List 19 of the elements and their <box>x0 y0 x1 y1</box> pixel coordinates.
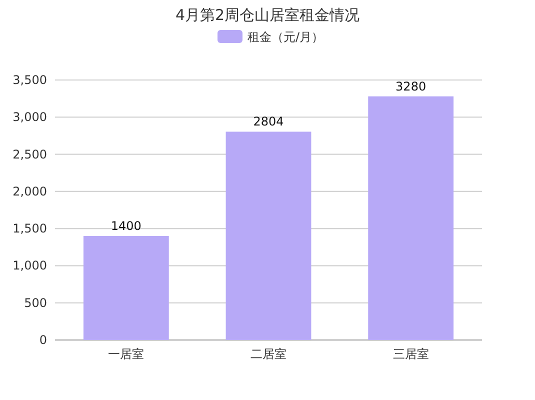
y-tick-label: 500 <box>24 296 47 310</box>
y-tick-label: 2,500 <box>12 147 47 162</box>
chart-title: 4月第2周仓山居室租金情况 <box>175 6 360 24</box>
legend-label: 租金（元/月） <box>248 30 324 44</box>
bar <box>83 236 169 340</box>
y-tick-label: 2,000 <box>12 184 47 198</box>
x-tick-label: 二居室 <box>250 347 286 361</box>
data-label: 2804 <box>253 114 284 129</box>
y-tick-label: 1,500 <box>12 222 47 236</box>
y-tick-label: 3,000 <box>12 110 47 124</box>
y-tick-label: 1,000 <box>12 258 47 273</box>
y-tick-label: 0 <box>39 333 47 347</box>
data-label: 1400 <box>110 219 142 233</box>
bar <box>368 96 454 340</box>
x-tick-label: 一居室 <box>108 347 144 361</box>
bar <box>226 132 312 340</box>
x-tick-label: 三居室 <box>392 347 429 361</box>
y-tick-label: 3,500 <box>12 73 47 87</box>
data-label: 3280 <box>396 79 426 94</box>
